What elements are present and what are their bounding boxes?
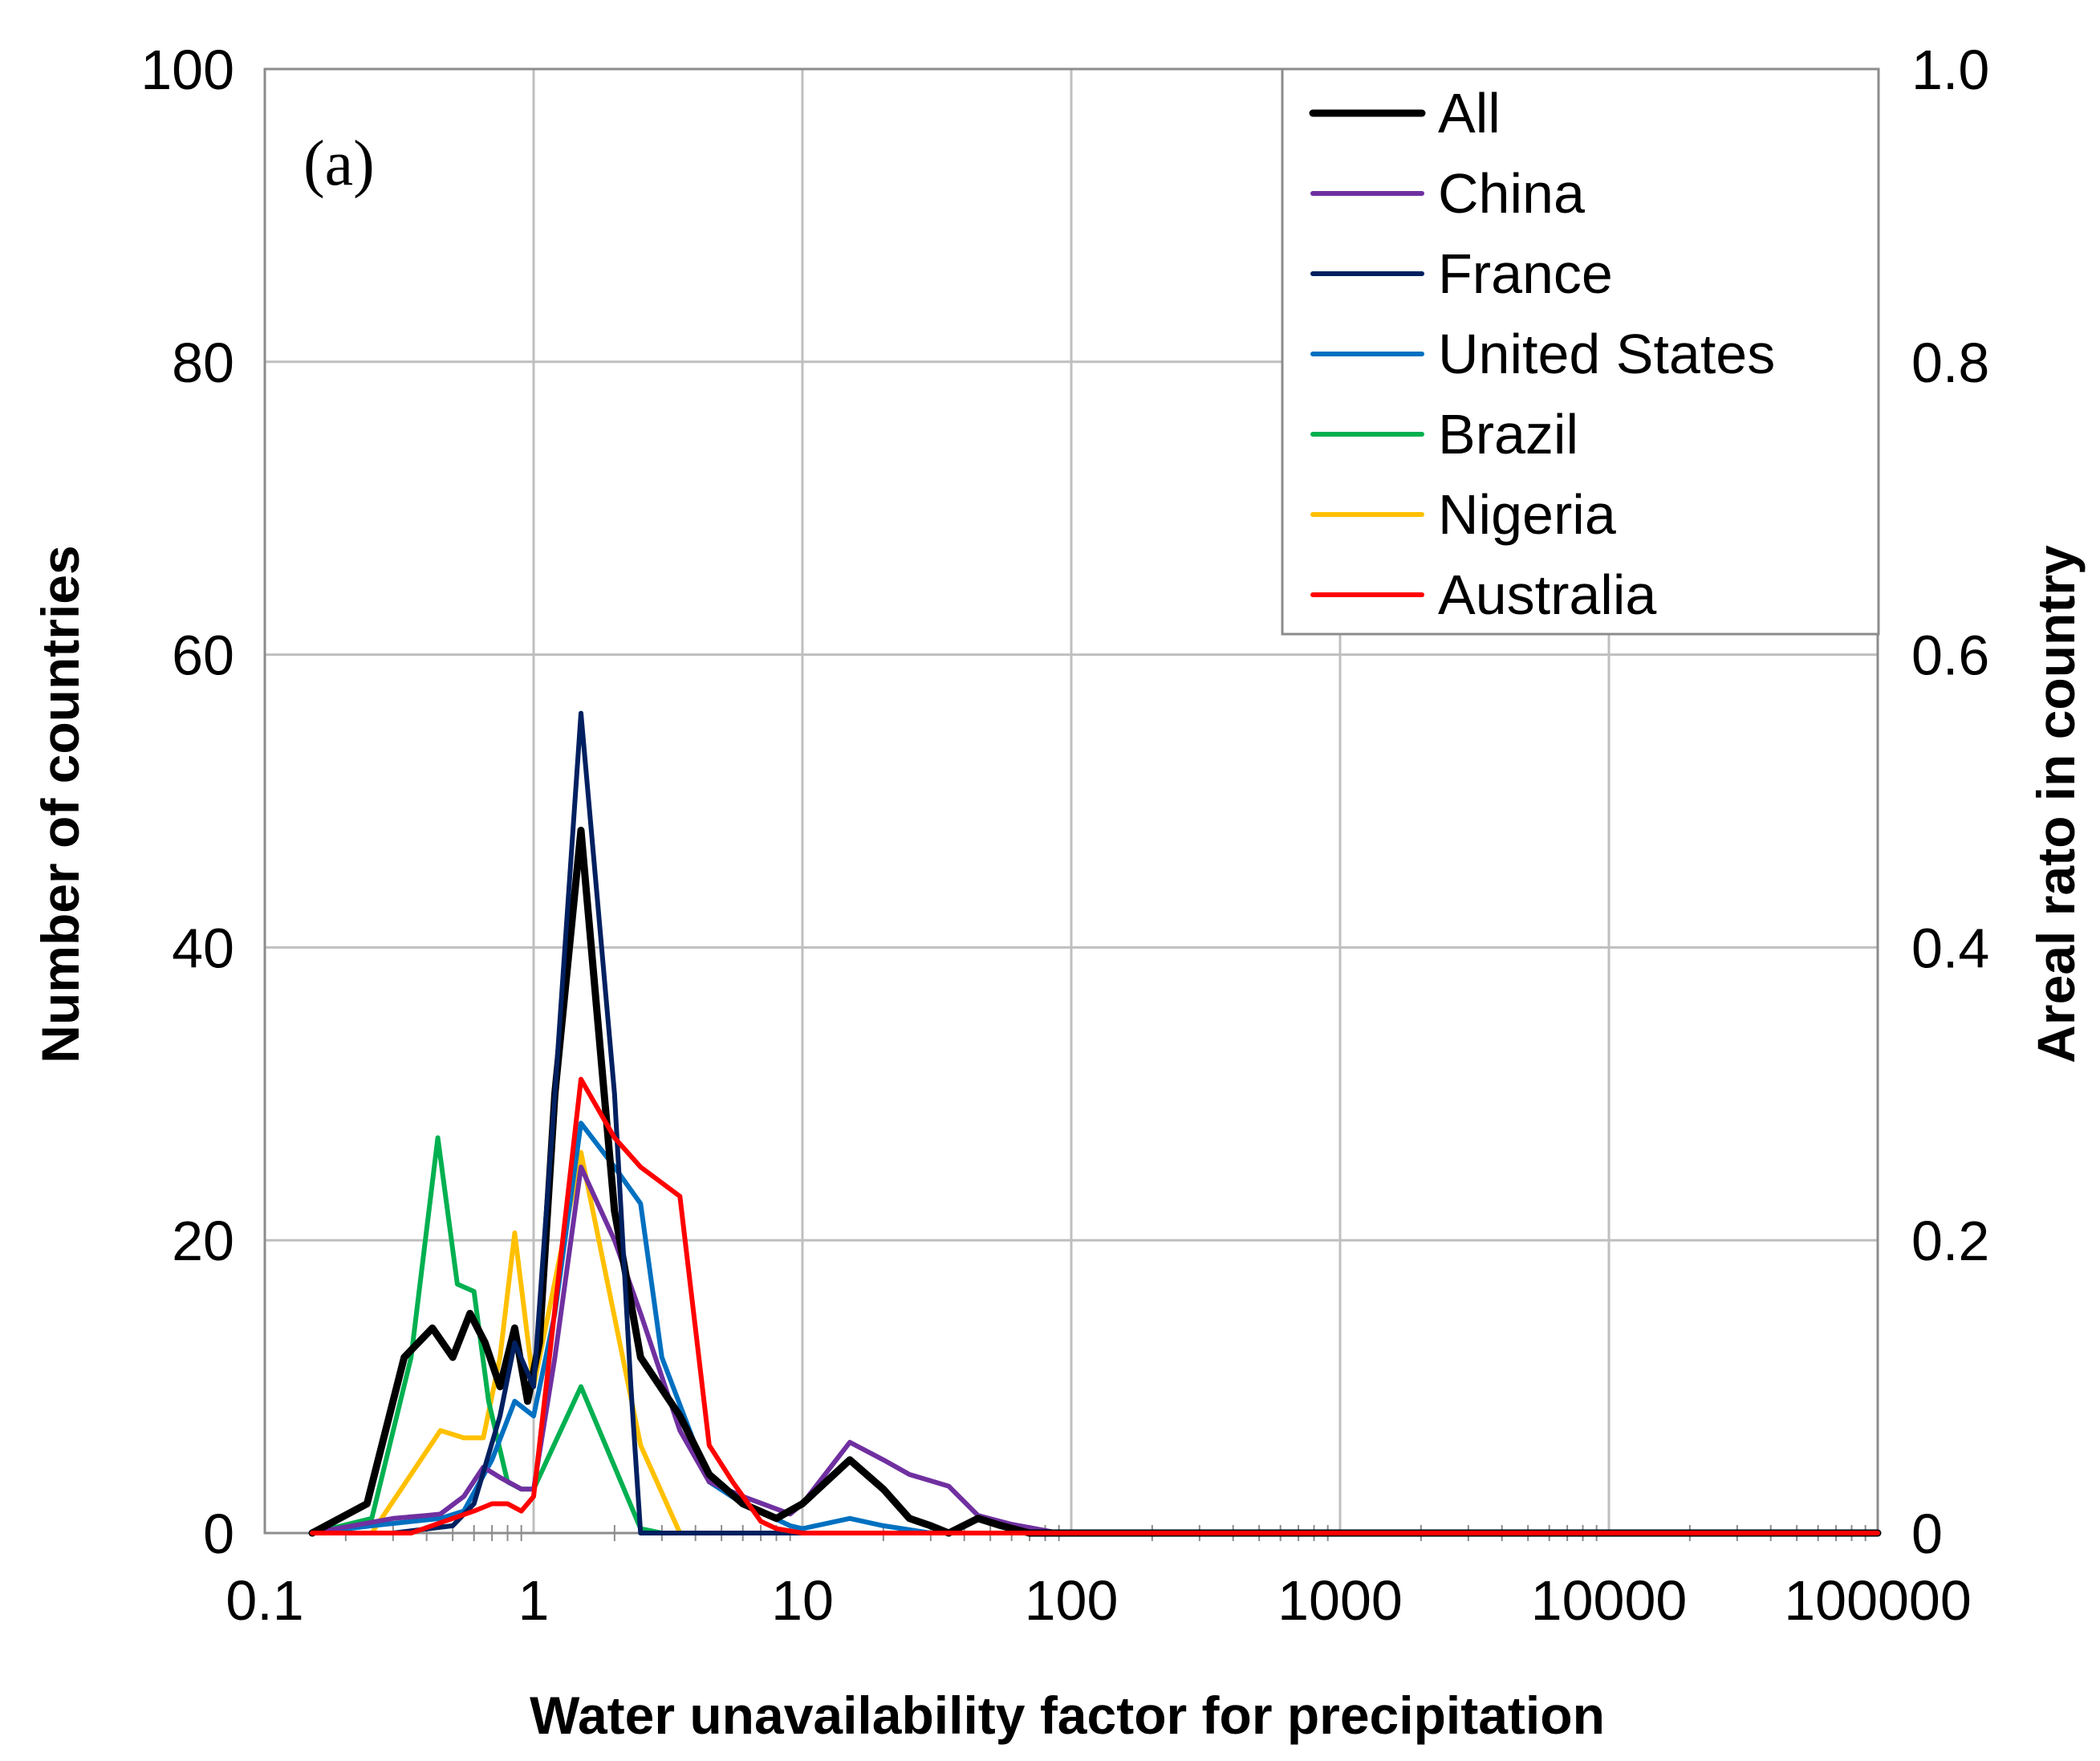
- y2-tick-label: 0.8: [1911, 331, 1989, 394]
- series-line-united-states: [310, 1120, 1880, 1535]
- y-tick-label: 40: [172, 917, 234, 979]
- legend-label-brazil: Brazil: [1438, 403, 1578, 466]
- legend-label-france: France: [1438, 242, 1613, 305]
- legend-label-nigeria: Nigeria: [1438, 483, 1616, 546]
- y-axis-title: Number of countries: [30, 545, 90, 1063]
- x-tick-label: 10000: [1531, 1569, 1688, 1632]
- series-line-all: [308, 827, 1882, 1537]
- y2-axis-title: Areal rato in country: [2026, 545, 2086, 1064]
- legend-label-united-states: United States: [1438, 323, 1775, 385]
- x-tick-label: 100: [1025, 1569, 1119, 1632]
- legend-label-all: All: [1438, 82, 1501, 144]
- y-tick-label: 20: [172, 1210, 234, 1272]
- y-tick-label: 100: [140, 39, 234, 101]
- y2-tick-label: 0.2: [1911, 1210, 1989, 1272]
- legend-items: All China France United States Brazil Nigeria…: [1309, 82, 1775, 626]
- series-line-australia: [310, 1076, 1880, 1535]
- y2-tick-label: 1.0: [1911, 39, 1989, 101]
- y-tick-label: 60: [172, 624, 234, 687]
- y-tick-label: 0: [203, 1503, 234, 1565]
- panel-label: (a): [303, 128, 375, 199]
- y-tick-label: 80: [172, 331, 234, 394]
- x-tick-label: 10: [771, 1569, 834, 1632]
- x-tick-label: 0.1: [225, 1569, 303, 1632]
- x-axis-title: Water unavailability factor for precipit…: [530, 1686, 1605, 1745]
- legend: All China France United States Brazil Nigeria…: [1281, 67, 1880, 636]
- x-tick-label: 1000: [1277, 1569, 1403, 1632]
- series-line-china: [310, 1165, 1880, 1535]
- x-tick-label: 1: [518, 1569, 550, 1632]
- series-lines: [308, 710, 1882, 1537]
- legend-label-australia: Australia: [1438, 563, 1656, 626]
- y2-tick-label: 0: [1911, 1503, 1943, 1565]
- x-tick-label: 100000: [1784, 1569, 1972, 1632]
- legend-label-china: China: [1438, 162, 1585, 225]
- y2-tick-label: 0.4: [1911, 917, 1989, 979]
- y2-tick-label: 0.6: [1911, 624, 1989, 687]
